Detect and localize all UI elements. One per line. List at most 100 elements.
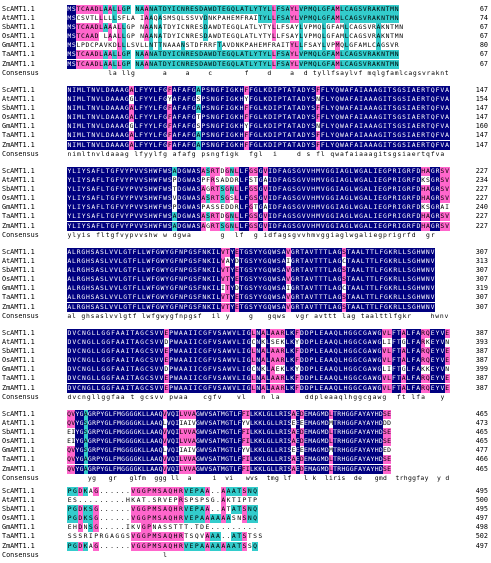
residue-end-number: 227 bbox=[475, 194, 488, 203]
sequence-residues: YLIYSAFLTGFVYPVVSHWFWSPDGWASPASSEDDRLFGT… bbox=[67, 203, 450, 213]
sequence-row: ScAMT1.1 YLIYSAFLTGFVYPVVSHWFWSADGWASASRT… bbox=[0, 167, 491, 176]
sequence-residues: NIMLTNVLDAAAGGLFYYLFGYAFAFGSPSNGFIGKHYFG… bbox=[67, 95, 450, 105]
sequence-row: ScAMT1.1 MSTCAADLAALLGP NAANATDYICNRESDAW… bbox=[0, 5, 491, 14]
sequence-row: ScAMT1.1 NIMLTNVLDAAAGALFYYLFGFAFAFGAPSNG… bbox=[0, 86, 491, 95]
residue-end-number: 502 bbox=[475, 532, 488, 541]
residue-end-number: 234 bbox=[475, 176, 488, 185]
consensus-row: Consensus nimltnvldaaag lfyylfg afafg psn… bbox=[0, 150, 491, 159]
residue-end-number: 160 bbox=[475, 122, 488, 131]
sequence-residues: YLIYSAFLTGFVYPVVSHWFWSTDGWASAGRTSGNLLFGS… bbox=[67, 185, 450, 195]
sequence-name: GmAMT1.1 bbox=[2, 41, 35, 50]
sequence-residues: NIMLTNVLDAAAGALFYYLFGFAFAFGAPSNGFIGKHFFG… bbox=[67, 140, 450, 150]
sequence-residues: dvcngllggfaa t gcsvv pwaa cgfv vl n la d… bbox=[67, 392, 445, 401]
sequence-row: SbAMT1.1 YLIYSAFLTGFVYPVVSHWFWSTDGWASAGRT… bbox=[0, 185, 491, 195]
residue-end-number: 473 bbox=[475, 419, 488, 428]
sequence-row: GmAMT1.1 DVCNGLLGGFAAITAGCSVVDPWAAIICGFVS… bbox=[0, 365, 491, 375]
residue-end-number: 227 bbox=[475, 185, 488, 194]
sequence-name: OsAMT1.1 bbox=[2, 437, 35, 446]
sequence-residues: MSLPDCPAVKDLLLSVLLNTTNAAANSTDFRRFTAVDNKP… bbox=[67, 41, 399, 51]
sequence-residues: ES.........HKAT.SRVEPRSPSPSG.AKTIPTP bbox=[67, 496, 257, 506]
sequence-residues: YLIYSAFLTGFVYPVVSHWFWSPDGWASPFRSADDRLFST… bbox=[67, 176, 450, 186]
sequence-residues: ALRGHSASLVVLGTFLLWFGWYGFNPGSFNKILVTYETGS… bbox=[67, 266, 435, 276]
sequence-name: ZmAMT1.1 bbox=[2, 383, 35, 392]
sequence-name: TaAMT1.1 bbox=[2, 50, 35, 59]
residue-end-number: 240 bbox=[475, 203, 488, 212]
sequence-name: TaAMT1.1 bbox=[2, 212, 35, 221]
sequence-name: AtAMT1.1 bbox=[2, 14, 35, 23]
sequence-row: ScAMT1.1 DVCNGLLGGFAAITAGCSVVEPWAAIICGFVS… bbox=[0, 329, 491, 338]
sequence-row: ZmAMT1.1 PGDKAG......VGGPMSAQHRVEPAAAAAAA… bbox=[0, 541, 491, 551]
sequence-residues: QVYGSGRPYGLFMGGGGKLLAAQLVQIIAIVGWVSATMGT… bbox=[67, 446, 392, 456]
residue-end-number: 387 bbox=[475, 356, 488, 365]
sequence-row: SbAMT1.1 ALRGHSASLVVLGTFLLWFGWYGFNPGSFNKI… bbox=[0, 266, 491, 276]
sequence-residues: nimltnvldaaag lfyylfg afafg psngfigk fgl… bbox=[67, 149, 445, 158]
sequence-name: ZmAMT1.1 bbox=[2, 221, 35, 230]
consensus-row: Consensus ylyis fltgfvypvvshw w dgwa g lf… bbox=[0, 231, 491, 240]
sequence-row: ZmAMT1.1 QVYGAGRPYGLFMGGGGKLLAAQVVQILVVAG… bbox=[0, 464, 491, 474]
sequence-row: TaAMT1.1 NIMLTNVLDAAAGALFYYLFGFAFAFGAPSNG… bbox=[0, 131, 491, 141]
sequence-name: OsAMT1.1 bbox=[2, 194, 35, 203]
sequence-residues: DVCNGLLGGFAAITAGCSVVEPWAAIICGFVSAWVLIGLN… bbox=[67, 383, 450, 393]
sequence-residues: NIMLTNVLDAAAGALFYYLFGFAFAFGAPSNGFIGKHFFG… bbox=[67, 131, 450, 141]
sequence-name: Consensus bbox=[2, 550, 39, 559]
sequence-row: ZmAMT1.1 ALRGHSASLVVLGTFLLWFGWYGFNPGSFNKI… bbox=[0, 302, 491, 312]
sequence-residues: ALRGHSASLVVLGTFLLWFGWYGFNPGSFNKILVAYDTGS… bbox=[67, 257, 435, 267]
sequence-residues: NIMLTNVLDAAAGALFYYLFGFAFAFGTPSNGFIGKHFFG… bbox=[67, 113, 450, 123]
residue-end-number: 147 bbox=[475, 131, 488, 140]
sequence-residues: ALRGHSASLVVLGTFLLWFGWYGFNPGSFNKILITYDTGS… bbox=[67, 284, 435, 294]
sequence-row: GmAMT1.1 ALRGHSASLVVLGTFLLWFGWYGFNPGSFNKI… bbox=[0, 284, 491, 294]
residue-end-number: 154 bbox=[475, 95, 488, 104]
residue-end-number: 387 bbox=[475, 374, 488, 383]
sequence-name: OsAMT1.1 bbox=[2, 113, 35, 122]
alignment-block: ScAMT1.1 NIMLTNVLDAAAGALFYYLFGFAFAFGAPSNG… bbox=[0, 86, 491, 159]
sequence-row: OsAMT1.1 NIMLTNVLDAAAGALFYYLFGFAFAFGTPSNG… bbox=[0, 113, 491, 123]
sequence-name: SbAMT1.1 bbox=[2, 347, 35, 356]
residue-end-number: 147 bbox=[475, 86, 488, 94]
alignment-block: ScAMT1.1 MSTCAADLAALLGP NAANATDYICNRESDAW… bbox=[0, 5, 491, 78]
sequence-row: OsAMT1.1 ALRGHSASLVVLGTFLLWFGWYGFNPGSFNKI… bbox=[0, 275, 491, 285]
sequence-name: SbAMT1.1 bbox=[2, 185, 35, 194]
multiple-sequence-alignment: ScAMT1.1 MSTCAADLAALLGP NAANATDYICNRESDAW… bbox=[0, 5, 491, 559]
residue-end-number: 67 bbox=[479, 50, 488, 59]
sequence-name: ZmAMT1.1 bbox=[2, 59, 35, 68]
residue-end-number: 80 bbox=[479, 41, 488, 50]
residue-end-number: 387 bbox=[475, 329, 488, 337]
sequence-name: Consensus bbox=[2, 230, 39, 239]
sequence-row: OsAMT1.1 YLIYSAFLTGFVYPVVSHWFWSVDGWASASRT… bbox=[0, 194, 491, 204]
sequence-row: AtAMT1.1 QVYGSGRPYGLFMGGGGKLLAAQLVQIIAIVG… bbox=[0, 419, 491, 429]
sequence-residues: al ghsaslvvlgtf lwfgwygfnpgsf il y g gqw… bbox=[67, 311, 449, 320]
sequence-residues: QVYGSGRPYGLFMGGGGKLLAAQLVQIIAIVGWVSATMGT… bbox=[67, 419, 392, 429]
sequence-residues: YLIYSAFLTGFVYPVVSHWFWSADGWASASRTDGNLLFGS… bbox=[67, 167, 450, 176]
sequence-row: GmAMT1.1 MSLPDCPAVKDLLLSVLLNTTNAAANSTDFRR… bbox=[0, 41, 491, 51]
sequence-name: AtAMT1.1 bbox=[2, 176, 35, 185]
sequence-name: SbAMT1.1 bbox=[2, 428, 35, 437]
sequence-residues: QVYGAGRPYGLFMGGGGKLLAAQVVQILVVAGWVSATMGT… bbox=[67, 410, 392, 419]
sequence-name: ScAMT1.1 bbox=[2, 86, 35, 94]
sequence-row: ScAMT1.1 PGDKAG......VGGPMSAQHRVEPAA..AAA… bbox=[0, 487, 491, 496]
sequence-row: OsAMT1.1 DVCNGLLGGFAAITAGCSVVEPWAAIICGFVS… bbox=[0, 356, 491, 366]
sequence-row: TaAMT1.1 MSTCAADLAALLGP NAANATDYICNRESDAW… bbox=[0, 50, 491, 60]
residue-end-number: 307 bbox=[475, 302, 488, 311]
sequence-residues: QVYGAGRPYGLFMGGGGKLLAAQVVQILVVAGWVSATMGT… bbox=[67, 464, 392, 474]
residue-end-number: 498 bbox=[475, 523, 488, 532]
sequence-name: GmAMT1.1 bbox=[2, 365, 35, 374]
residue-end-number: 307 bbox=[475, 293, 488, 302]
sequence-name: OsAMT1.1 bbox=[2, 32, 35, 41]
sequence-row: ScAMT1.1 QVYGAGRPYGLFMGGGGKLLAAQVVQILVVAG… bbox=[0, 410, 491, 419]
residue-end-number: 313 bbox=[475, 257, 488, 266]
residue-end-number: 465 bbox=[475, 410, 488, 418]
residue-end-number: 67 bbox=[479, 59, 488, 68]
sequence-residues: YLIYSAFLTGFVYPVVSHWFWSVDGWASASRTSGSLLFGS… bbox=[67, 194, 450, 204]
sequence-residues: ALRGHSASLVVLGTFLLWFGWYGFNPGSFNKILVTYETGS… bbox=[67, 293, 435, 303]
sequence-row: OsAMT1.1 MSTCAAD LAALLGP NAANATDYICNRESDA… bbox=[0, 32, 491, 42]
sequence-name: SbAMT1.1 bbox=[2, 104, 35, 113]
sequence-residues: MSTCAADLAALLGP NAANATDYICNRESDAWDTEGQLAT… bbox=[67, 59, 399, 69]
sequence-residues: MSTCAADLAAALLGP NAANATDYICNRESDAWDTEGQLA… bbox=[67, 23, 404, 33]
alignment-block: ScAMT1.1 DVCNGLLGGFAAITAGCSVVEPWAAIICGFVS… bbox=[0, 329, 491, 402]
residue-end-number: 307 bbox=[475, 266, 488, 275]
sequence-row: TaAMT1.1 ALRGHSASLVVLGTFLLWFGWYGFNPGSFNKI… bbox=[0, 293, 491, 303]
sequence-row: ScAMT1.1 ALRGHSASLVVLGTFLLWFGWYGFNPGSFNKI… bbox=[0, 248, 491, 257]
sequence-row: TaAMT1.1 DVCNGLLGGFAAITAGCSVVEPWAAIICGFVS… bbox=[0, 374, 491, 384]
sequence-name: ScAMT1.1 bbox=[2, 167, 35, 175]
sequence-residues: DVCNGLLGGFAAITAGCSVVEPWAAIICGFVSAWVLIGLN… bbox=[67, 356, 450, 366]
